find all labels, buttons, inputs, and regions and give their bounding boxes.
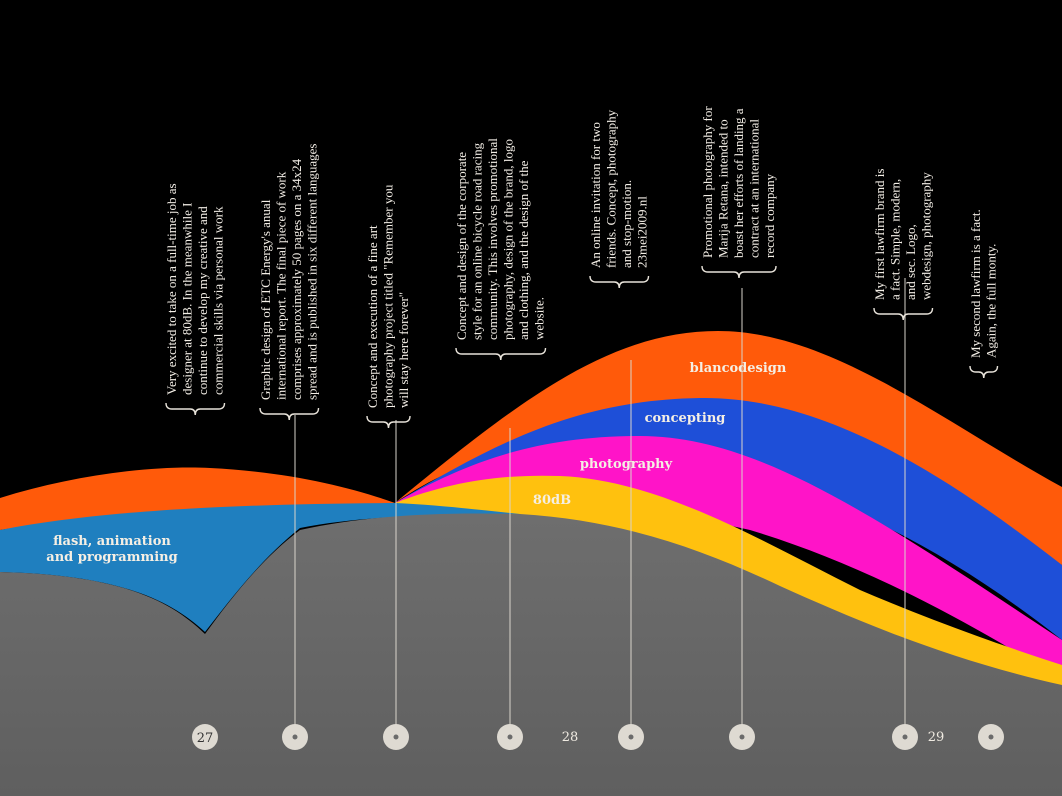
annotation-brace xyxy=(366,415,411,429)
annotation-line: Graphic design of ETC Energy's anual xyxy=(258,199,273,400)
timeline-marker-dot xyxy=(739,734,745,740)
annotation-line: community. This involves promotional xyxy=(485,138,500,340)
annotation-line: photography, design of the brand, logo xyxy=(501,139,516,340)
annotation-line: comprises approximately 50 pages on a 34… xyxy=(289,158,304,400)
annotation-text: Graphic design of ETC Energy's anualinte… xyxy=(258,144,320,400)
annotation-7: My first lawfirm brand isa fact. Simple,… xyxy=(872,169,934,300)
annotation-line: and sec. Logo, xyxy=(903,224,918,300)
annotation-text: My second lawfirm is a fact.Again, the f… xyxy=(968,209,999,358)
annotation-6: Promotional photography forMarija Retana… xyxy=(700,106,777,258)
label-concepting: concepting xyxy=(645,411,726,426)
timeline-marker-dot xyxy=(988,734,994,740)
annotation-line: continue to develop my creative and xyxy=(195,206,210,395)
annotation-line: and stop-motion. xyxy=(619,180,634,268)
annotation-brace xyxy=(455,347,547,361)
timeline-marker-dot xyxy=(507,734,513,740)
annotations: Very excited to take on a full-time job … xyxy=(164,106,999,725)
annotation-brace xyxy=(969,365,999,379)
annotation-text: Concept and design of the corporatestyle… xyxy=(454,138,547,340)
label-photography: photography xyxy=(580,457,673,472)
ground-area xyxy=(0,513,1062,796)
annotation-line: Concept and execution of a fine art xyxy=(365,225,380,408)
annotation-line: Promotional photography for xyxy=(700,106,715,258)
stream-blancodesign-left xyxy=(0,467,395,530)
timeline-marker-label: 27 xyxy=(197,731,214,746)
annotation-text: An online invitation for twofriends. Con… xyxy=(588,109,650,268)
annotation-4: Concept and design of the corporatestyle… xyxy=(454,138,547,340)
axis-label-29: 29 xyxy=(928,730,945,745)
annotation-line: spread and is published in six different… xyxy=(305,144,320,400)
annotation-text: Concept and execution of a fine artphoto… xyxy=(365,184,411,408)
annotation-line: designer at 80dB. In the meanwhile I xyxy=(180,203,195,395)
annotation-brace xyxy=(259,407,320,421)
timeline-marker-dot xyxy=(628,734,634,740)
stream-flash-animation-programming xyxy=(0,503,520,632)
annotation-line: commercial skills via personal work xyxy=(211,206,226,395)
annotation-line: 23mei2009.nl xyxy=(635,196,650,268)
annotation-line: photography project titled "Remember you xyxy=(381,184,396,408)
annotation-line: will stay here forever" xyxy=(396,292,411,408)
annotation-line: style for an online bicycle road racing xyxy=(470,142,485,340)
annotation-line: contract at an international xyxy=(747,119,762,258)
annotation-text: My first lawfirm brand isa fact. Simple,… xyxy=(872,169,934,300)
annotation-1: Very excited to take on a full-time job … xyxy=(164,183,226,395)
annotation-line: boast her efforts of landing a xyxy=(731,108,746,258)
annotation-line: friends. Concept, photography xyxy=(604,109,619,268)
label-80db: 80dB xyxy=(533,493,571,508)
timeline-marker xyxy=(192,724,218,750)
annotation-2: Graphic design of ETC Energy's anualinte… xyxy=(258,144,320,400)
annotation-brace xyxy=(873,307,934,321)
annotation-line: Concept and design of the corporate xyxy=(454,152,469,340)
timeline-markers: 27 xyxy=(192,724,1004,750)
annotation-3: Concept and execution of a fine artphoto… xyxy=(365,184,411,408)
annotation-line: Marija Retana, intended to xyxy=(716,119,731,258)
timeline-marker-dot xyxy=(902,734,908,740)
annotation-line: and clothing, and the design of the xyxy=(516,160,531,340)
label-flash-line1: flash, animation and programming xyxy=(46,534,177,565)
annotation-text: Very excited to take on a full-time job … xyxy=(164,183,226,395)
annotation-line: international report. The final piece of… xyxy=(274,171,289,400)
annotation-line: website. xyxy=(532,297,547,340)
annotation-8: My second lawfirm is a fact.Again, the f… xyxy=(968,209,999,358)
annotation-line: Again, the full monty. xyxy=(984,244,999,358)
annotation-line: My second lawfirm is a fact. xyxy=(968,209,983,358)
annotation-text: Promotional photography forMarija Retana… xyxy=(700,106,777,258)
annotation-brace xyxy=(165,402,226,416)
annotation-line: Very excited to take on a full-time job … xyxy=(164,183,179,395)
stream-blancodesign-right xyxy=(395,331,1062,565)
annotation-line: My first lawfirm brand is xyxy=(872,169,887,300)
timeline-marker-dot xyxy=(292,734,298,740)
annotation-5: An online invitation for twofriends. Con… xyxy=(588,109,650,268)
annotation-line: record company xyxy=(762,173,777,258)
annotation-brace xyxy=(701,265,777,279)
label-blancodesign: blancodesign xyxy=(690,361,787,376)
timeline-marker-dot xyxy=(393,734,399,740)
annotation-brace xyxy=(589,275,650,289)
axis-label-28: 28 xyxy=(562,730,579,745)
annotation-line: An online invitation for two xyxy=(588,122,603,268)
annotation-line: webdesign, photography xyxy=(919,172,934,300)
annotation-line: a fact. Simple, modern, xyxy=(888,179,903,300)
